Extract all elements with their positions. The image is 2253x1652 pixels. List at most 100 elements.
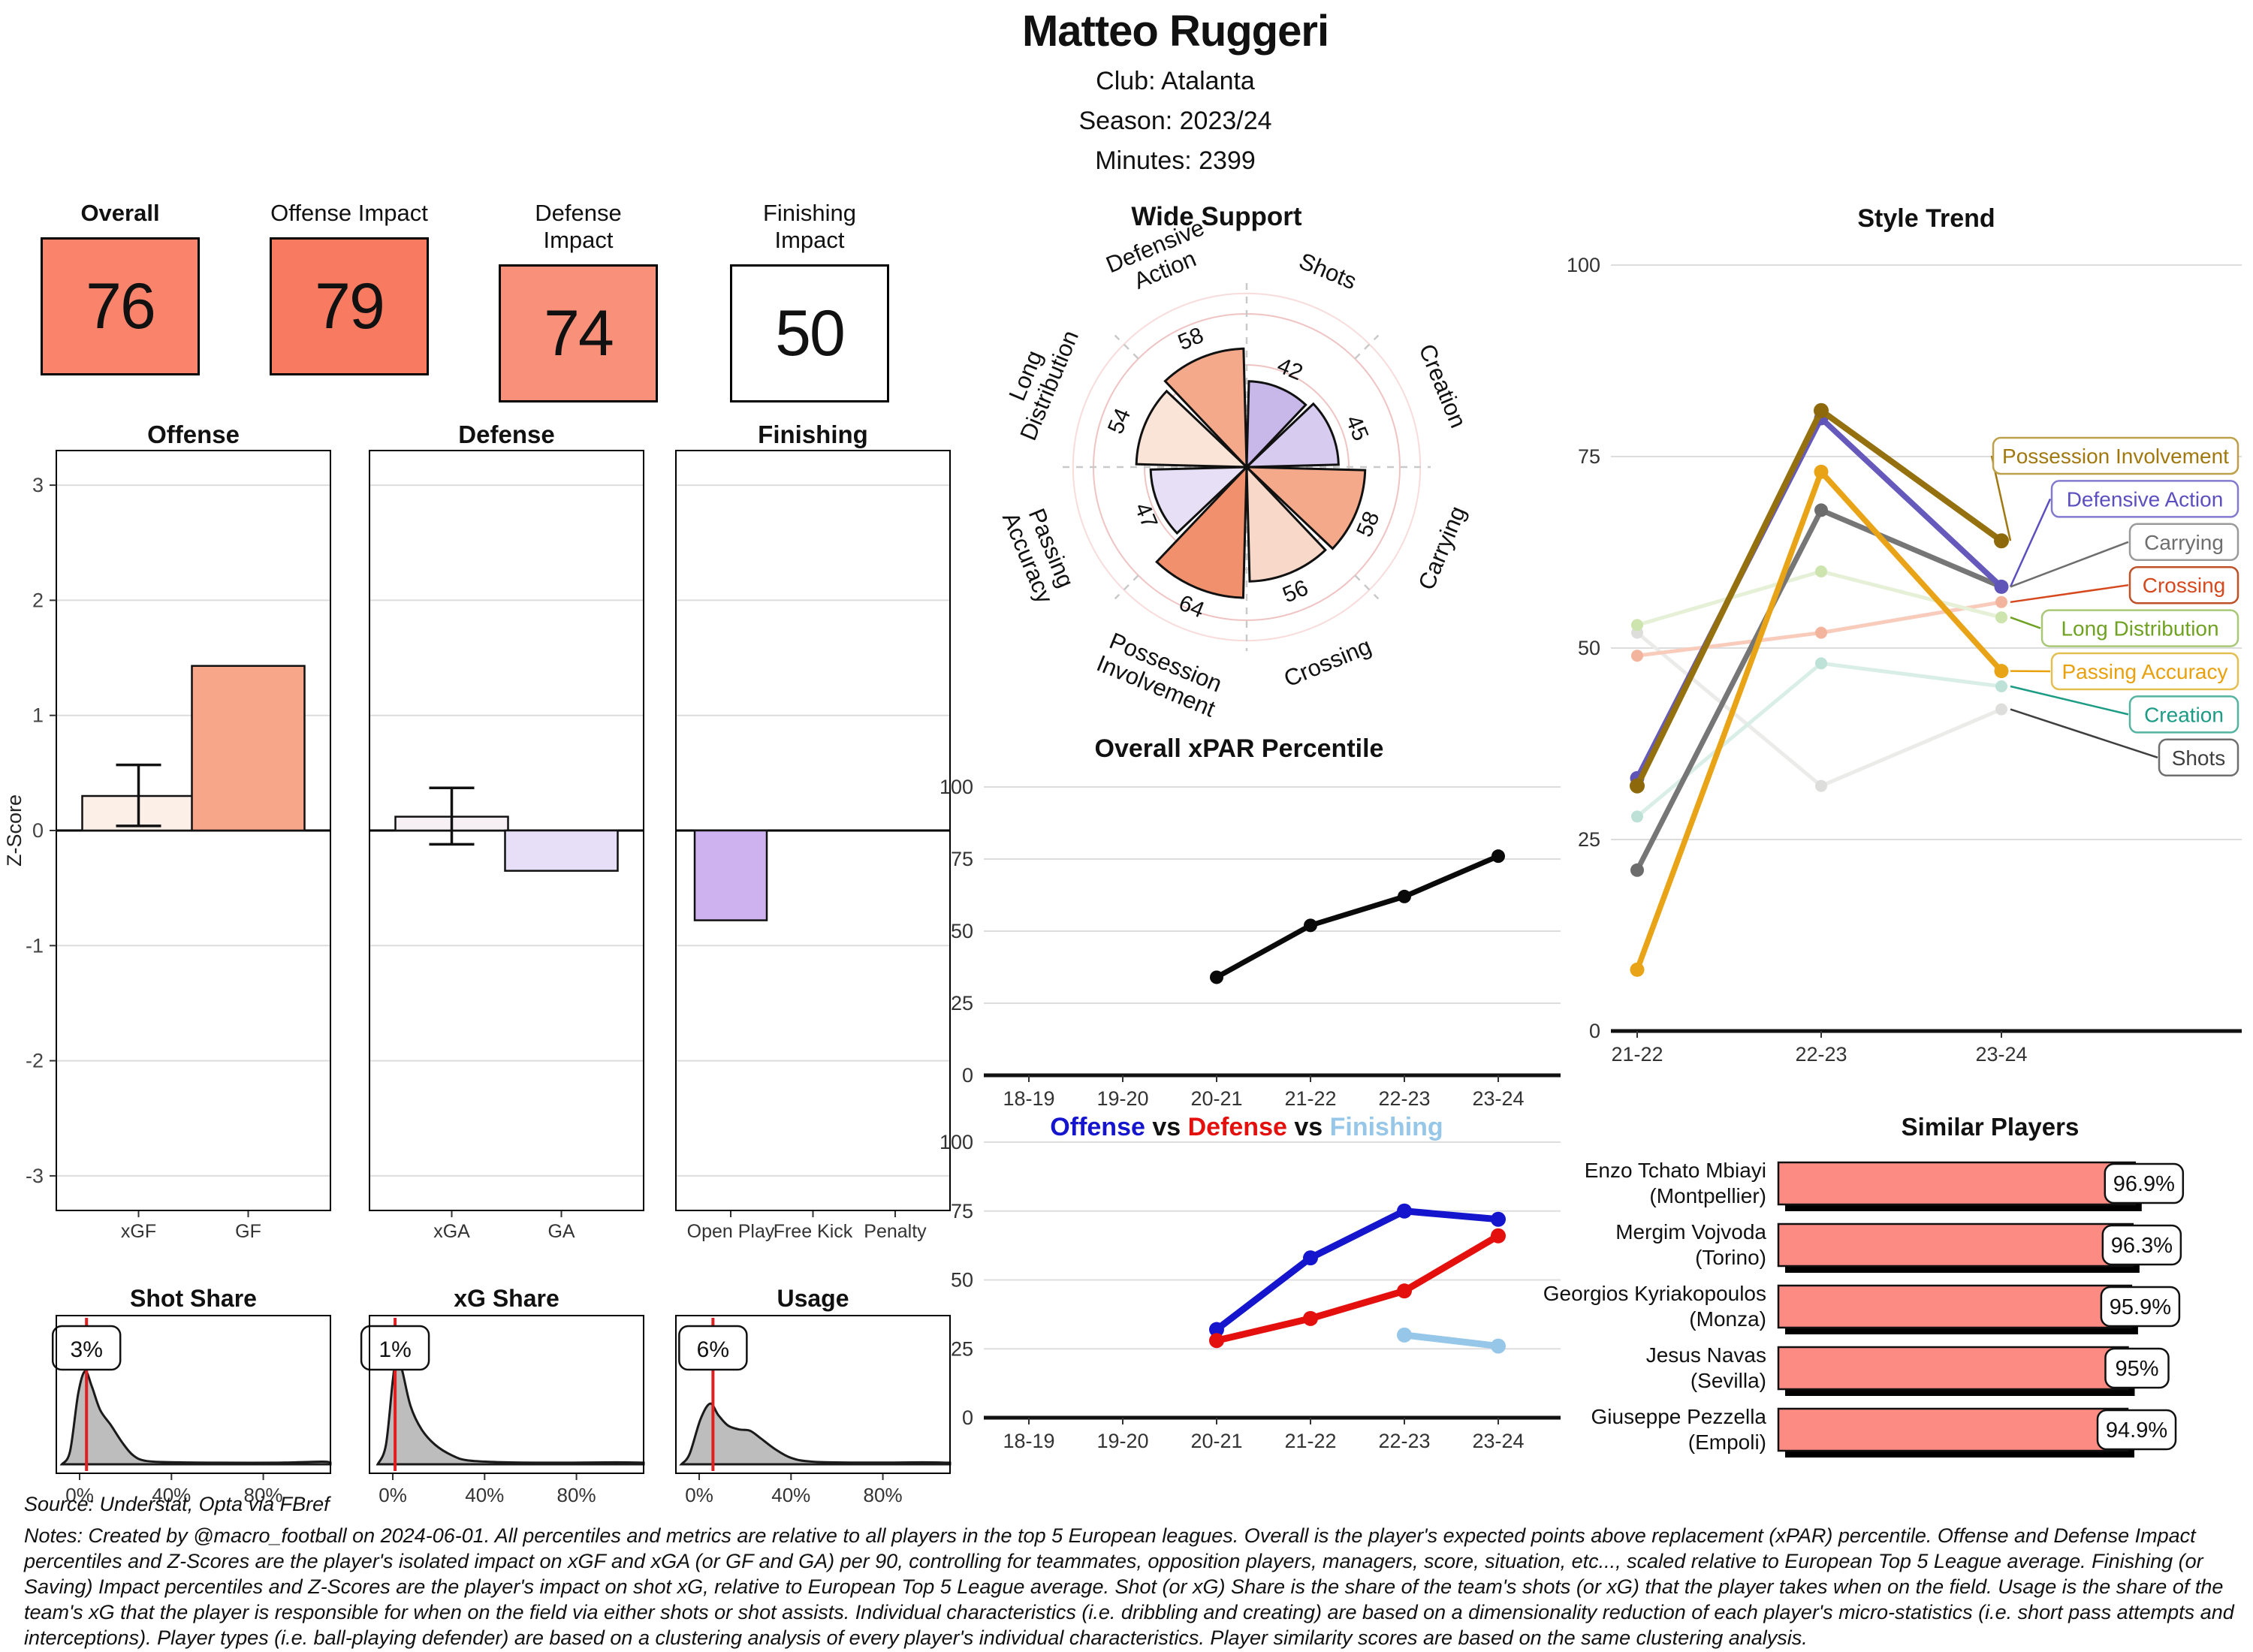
point-carrying [1814,503,1828,517]
radar-axis-label: Carrying [1413,502,1470,594]
card-overall: Overall 76 [41,200,200,375]
card-overall-value: 76 [41,237,200,375]
legend-box-passing-accuracy [2050,652,2239,691]
radar-axis-label: PassingAccuracy [997,499,1082,607]
similarity-badge [2104,1162,2185,1204]
style-trend-chart: Style Trend 0 25 50 75 100 21-22 22-23 23-24 Poss… [1567,204,2242,1066]
panel-title: Offense [147,421,240,448]
similarity-bar [1777,1222,2134,1268]
zscore-impact-chart: Offense xGF GF Defense xGA GA Finishing Open Pl… [3,421,951,1242]
card-defense-impact-value: 74 [499,264,658,402]
x-tick: 20-21 [1190,1430,1242,1452]
category-label: Open Play [687,1221,775,1242]
legend-label: Crossing [2143,574,2225,597]
point-passing-accuracy [1994,664,2009,679]
point-offense [1397,1203,1412,1219]
x-tick: 23-24 [1472,1087,1524,1110]
point-crossing [1631,650,1643,662]
point-defense [1397,1283,1412,1299]
card-finishing-impact-label: Finishing Impact [762,200,857,253]
player-name: Mergim Vojvoda [1615,1220,1766,1244]
y-tick: 2 [32,589,44,611]
legend-box-shots [2158,738,2239,777]
density-panel-xg-share: xG Share 1% 0% 40% 80% [360,1285,645,1506]
card-defense-impact-label: Defense Impact [535,200,622,253]
y-tick: 0 [1589,1020,1600,1042]
legend-label: Shots [2172,746,2226,770]
line-passing-accuracy [1634,466,2004,973]
point-defense [1303,1310,1318,1326]
marker-badge [360,1325,430,1371]
x-tick: 40% [465,1484,504,1506]
player-club: (Montpellier) [1649,1184,1766,1207]
legend-box-carrying [2128,523,2239,562]
legend-box-crossing [2128,565,2239,604]
radar-wedge-passing-accuracy [1149,466,1250,535]
y-tick: 100 [1567,254,1600,276]
x-tick: 0% [379,1484,407,1506]
panel-title: xG Share [454,1285,559,1312]
wedge-value: 54 [1103,405,1136,437]
similar-player-row: Giuseppe Pezzella(Empoli) 94.9% [1591,1405,2177,1458]
card-offense-impact-value: 79 [270,237,429,375]
point-overall-xpar [1398,889,1411,903]
point-long-distribution [1995,611,2007,624]
similar-player-row: Enzo Tchato Mbiayi(Montpellier) 96.9% [1585,1159,2185,1211]
y-tick: 0 [962,1406,973,1429]
offense-defense-finishing-chart: Offense vs Defense vs Finishing 0 25 50 75 10… [940,1113,1561,1452]
y-tick: 3 [32,474,44,496]
legend-box-long-distribution [2040,609,2239,647]
radar-wedge-crossing [1245,464,1327,583]
point-possession-involvement [1814,402,1829,418]
point-creation [1815,657,1827,670]
card-offense-impact-label: Offense Impact [270,200,428,226]
point-long-distribution [1815,565,1827,577]
legend-box-possession-involvement [1992,436,2239,475]
similarity-value: 95% [2115,1357,2158,1381]
legend-box-defensive-action [2050,480,2239,518]
point-crossing [1995,595,2007,608]
x-tick: 18-19 [1003,1087,1054,1110]
xpar-percentile-chart: Overall xPAR Percentile 0 25 50 75 100 18-19 19… [940,734,1561,1110]
radar-axis-label: LongDistribution [991,317,1084,445]
line-finishing [1401,1331,1502,1350]
y-tick: -3 [26,1165,44,1187]
radar-wedge-possession-involvement [1155,464,1248,599]
y-tick: 1 [32,704,44,727]
style-trend-legend: Possession Involvement Defensive Action Ca… [1990,436,2239,777]
marker-badge-label: 3% [71,1337,103,1362]
similarity-badge [2104,1347,2170,1389]
legend-label: Possession Involvement [2002,445,2229,468]
point-overall-xpar [1491,849,1505,864]
similarity-bar [1777,1161,2137,1206]
marker-badge [51,1325,122,1371]
x-tick: 40% [771,1484,810,1506]
card-overall-label: Overall [80,200,160,226]
chart-title: Style Trend [1857,204,1995,233]
point-offense [1209,1322,1224,1337]
point-defensive-action [1994,579,2009,594]
player-name: Jesus Navas [1646,1343,1766,1367]
similarity-value: 96.3% [2111,1234,2173,1258]
x-tick: 21-22 [1284,1430,1336,1452]
similarity-bar [1777,1407,2129,1452]
style_trend-body: 0 25 50 75 100 21-22 22-23 23-24 [1567,254,2242,1066]
y-tick: 50 [1578,637,1600,659]
density-curve [679,1402,952,1466]
player-name: Giuseppe Pezzella [1591,1405,1767,1428]
legend-label: Creation [2144,703,2224,726]
radar-wedge-long-distribution [1135,389,1250,469]
y-tick: 100 [940,1131,973,1153]
offense_defense_finishing-body: 0 25 50 75 100 18-19 19-20 20-21 21-22 22-23 23-24 [940,1131,1561,1452]
y-tick: 0 [962,1064,973,1087]
legend-box-creation [2128,695,2239,734]
xpar-body: 0 25 50 75 100 18-19 19-20 20-21 21-22 22-23 23-24 [940,776,1561,1110]
zscore-panel-defense: Defense xGA GA [369,421,644,1242]
footer-source: Source: Understat, Opta via FBref [24,1493,330,1515]
y-tick: -1 [26,934,44,957]
x-tick: 22-23 [1795,1043,1847,1066]
point-shots [1815,779,1827,792]
x-tick: 80% [244,1484,283,1506]
